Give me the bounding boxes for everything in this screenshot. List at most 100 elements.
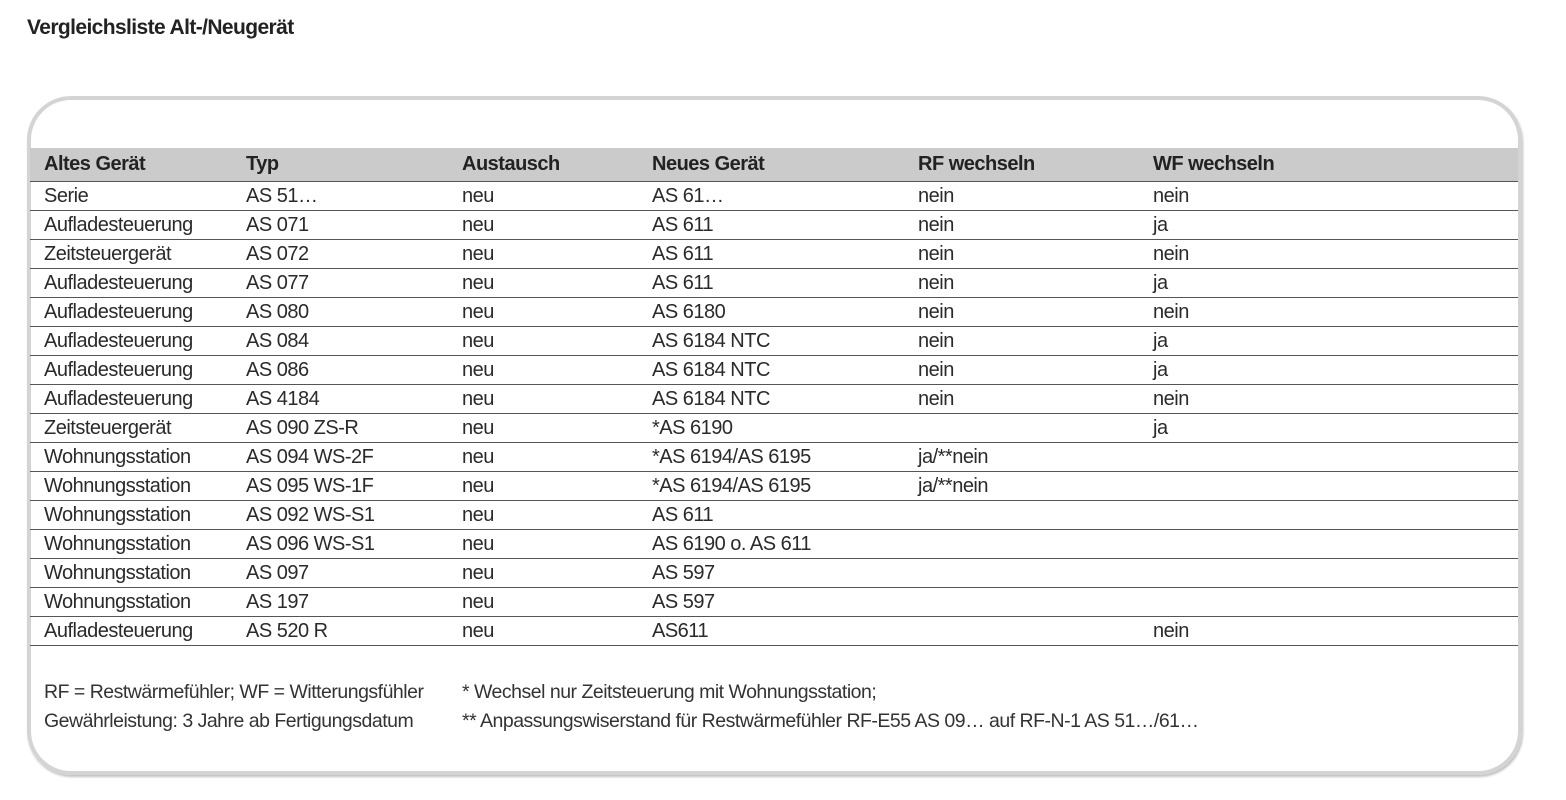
cell-typ: AS 4184 <box>232 384 448 414</box>
cell-typ: AS 094 WS-2F <box>232 442 448 472</box>
cell-typ: AS 077 <box>232 268 448 298</box>
cell-austausch: neu <box>448 529 638 559</box>
cell-neues-geraet: AS 6184 NTC <box>638 355 904 385</box>
table-row: Wohnungsstation AS 095 WS-1F neu *AS 6194/A… <box>30 471 1518 501</box>
cell-typ: AS 080 <box>232 297 448 327</box>
cell-altes-geraet: Wohnungsstation <box>30 529 232 559</box>
cell-neues-geraet: AS 611 <box>638 268 904 298</box>
table-row: Wohnungsstation AS 096 WS-S1 neu AS 6190 o.… <box>30 529 1518 559</box>
footnote-1: * Wechsel nur Zeitsteuerung mit Wohnungs… <box>462 681 877 703</box>
cell-rf-wechseln: ja/**nein <box>904 471 1139 501</box>
table-row: Wohnungsstation AS 094 WS-2F neu *AS 6194/A… <box>30 442 1518 472</box>
cell-neues-geraet: AS 61… <box>638 181 904 211</box>
cell-typ: AS 51… <box>232 181 448 211</box>
table-header-row: Altes Gerät Typ Austausch Neues Gerät RF… <box>30 148 1518 182</box>
cell-rf-wechseln: nein <box>904 181 1139 211</box>
cell-typ: AS 092 WS-S1 <box>232 500 448 530</box>
table-row: Zeitsteuergerät AS 090 ZS-R neu *AS 6190 ja <box>30 413 1518 443</box>
cell-austausch: neu <box>448 413 638 443</box>
cell-rf-wechseln <box>904 529 1139 559</box>
cell-typ: AS 072 <box>232 239 448 269</box>
table-row: Wohnungsstation AS 097 neu AS 597 <box>30 558 1518 588</box>
table-row: Aufladesteuerung AS 077 neu AS 611 nein ja <box>30 268 1518 298</box>
cell-austausch: neu <box>448 210 638 240</box>
cell-rf-wechseln <box>904 413 1139 443</box>
cell-wf-wechseln: nein <box>1139 239 1518 269</box>
cell-altes-geraet: Aufladesteuerung <box>30 355 232 385</box>
cell-wf-wechseln: nein <box>1139 384 1518 414</box>
cell-austausch: neu <box>448 239 638 269</box>
cell-altes-geraet: Zeitsteuergerät <box>30 413 232 443</box>
page-title: Vergleichsliste Alt-/Neugerät <box>27 16 294 39</box>
cell-wf-wechseln: ja <box>1139 326 1518 356</box>
cell-austausch: neu <box>448 297 638 327</box>
cell-wf-wechseln <box>1139 471 1518 501</box>
cell-typ: AS 071 <box>232 210 448 240</box>
cell-wf-wechseln: ja <box>1139 355 1518 385</box>
table-row: Serie AS 51… neu AS 61… nein nein <box>30 181 1518 211</box>
cell-neues-geraet: AS 6184 NTC <box>638 326 904 356</box>
cell-austausch: neu <box>448 500 638 530</box>
cell-typ: AS 096 WS-S1 <box>232 529 448 559</box>
cell-altes-geraet: Aufladesteuerung <box>30 384 232 414</box>
cell-altes-geraet: Aufladesteuerung <box>30 326 232 356</box>
cell-typ: AS 520 R <box>232 616 448 646</box>
table-row: Aufladesteuerung AS 4184 neu AS 6184 NTC nei… <box>30 384 1518 414</box>
cell-rf-wechseln: nein <box>904 297 1139 327</box>
cell-neues-geraet: AS611 <box>638 616 904 646</box>
cell-altes-geraet: Wohnungsstation <box>30 500 232 530</box>
cell-neues-geraet: *AS 6194/AS 6195 <box>638 471 904 501</box>
cell-neues-geraet: *AS 6194/AS 6195 <box>638 442 904 472</box>
cell-altes-geraet: Zeitsteuergerät <box>30 239 232 269</box>
cell-austausch: neu <box>448 471 638 501</box>
cell-austausch: neu <box>448 268 638 298</box>
cell-wf-wechseln: ja <box>1139 268 1518 298</box>
cell-rf-wechseln: nein <box>904 355 1139 385</box>
cell-wf-wechseln <box>1139 558 1518 588</box>
cell-altes-geraet: Wohnungsstation <box>30 442 232 472</box>
cell-wf-wechseln: ja <box>1139 413 1518 443</box>
table-row: Aufladesteuerung AS 080 neu AS 6180 nein nein <box>30 297 1518 327</box>
cell-altes-geraet: Serie <box>30 181 232 211</box>
cell-rf-wechseln <box>904 558 1139 588</box>
cell-typ: AS 086 <box>232 355 448 385</box>
table-row: Aufladesteuerung AS 084 neu AS 6184 NTC nein… <box>30 326 1518 356</box>
table-row: Wohnungsstation AS 197 neu AS 597 <box>30 587 1518 617</box>
comparison-table: Altes Gerät Typ Austausch Neues Gerät RF… <box>30 148 1518 646</box>
table-row: Wohnungsstation AS 092 WS-S1 neu AS 611 <box>30 500 1518 530</box>
table-row: Zeitsteuergerät AS 072 neu AS 611 nein nein <box>30 239 1518 269</box>
cell-wf-wechseln <box>1139 529 1518 559</box>
cell-wf-wechseln <box>1139 500 1518 530</box>
cell-wf-wechseln: nein <box>1139 297 1518 327</box>
notes-left: RF = Restwärmefühler; WF = Witterungsfüh… <box>44 678 424 736</box>
table-row: Aufladesteuerung AS 071 neu AS 611 nein ja <box>30 210 1518 240</box>
cell-wf-wechseln: nein <box>1139 181 1518 211</box>
cell-rf-wechseln: nein <box>904 239 1139 269</box>
header-rf-wechseln: RF wechseln <box>904 148 1139 182</box>
header-typ: Typ <box>232 148 448 182</box>
cell-altes-geraet: Aufladesteuerung <box>30 616 232 646</box>
cell-wf-wechseln <box>1139 442 1518 472</box>
cell-wf-wechseln: ja <box>1139 210 1518 240</box>
cell-neues-geraet: AS 611 <box>638 500 904 530</box>
cell-austausch: neu <box>448 355 638 385</box>
cell-austausch: neu <box>448 442 638 472</box>
cell-neues-geraet: AS 6184 NTC <box>638 384 904 414</box>
cell-austausch: neu <box>448 384 638 414</box>
cell-neues-geraet: AS 611 <box>638 239 904 269</box>
header-altes-geraet: Altes Gerät <box>30 148 232 182</box>
cell-neues-geraet: AS 6190 o. AS 611 <box>638 529 904 559</box>
cell-austausch: neu <box>448 558 638 588</box>
cell-neues-geraet: AS 611 <box>638 210 904 240</box>
cell-typ: AS 090 ZS-R <box>232 413 448 443</box>
cell-altes-geraet: Wohnungsstation <box>30 558 232 588</box>
cell-altes-geraet: Aufladesteuerung <box>30 297 232 327</box>
table-frame <box>27 96 1522 775</box>
cell-wf-wechseln <box>1139 587 1518 617</box>
cell-rf-wechseln: nein <box>904 326 1139 356</box>
cell-austausch: neu <box>448 326 638 356</box>
cell-altes-geraet: Wohnungsstation <box>30 471 232 501</box>
cell-austausch: neu <box>448 616 638 646</box>
cell-altes-geraet: Aufladesteuerung <box>30 268 232 298</box>
